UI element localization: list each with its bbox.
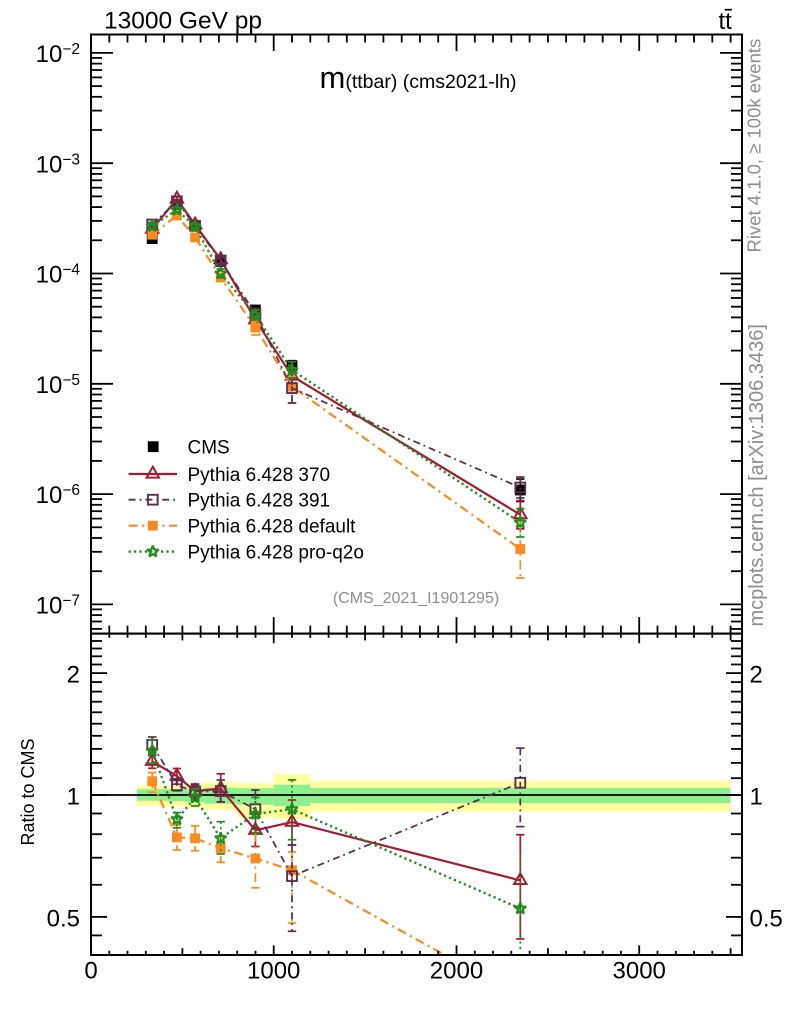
svg-text:2: 2 [67,662,80,689]
svg-text:Ratio to CMS: Ratio to CMS [18,738,38,845]
svg-text:3000: 3000 [613,958,666,985]
svg-text:Pythia 6.428 pro-q2o: Pythia 6.428 pro-q2o [188,542,364,563]
svg-text:CMS: CMS [188,438,230,459]
svg-text:(CMS_2021_I1901295): (CMS_2021_I1901295) [333,590,499,607]
svg-text:0.5: 0.5 [750,905,783,932]
svg-text:Pythia 6.428 370: Pythia 6.428 370 [188,465,331,486]
svg-text:1: 1 [750,784,763,811]
svg-text:0: 0 [84,958,97,985]
svg-text:Rivet 4.1.0, ≥ 100k events: Rivet 4.1.0, ≥ 100k events [744,39,765,253]
svg-text:Pythia 6.428 default: Pythia 6.428 default [188,517,357,538]
svg-text:10−7: 10−7 [36,593,80,620]
svg-text:2000: 2000 [430,958,483,985]
svg-text:tt: tt [719,8,733,35]
svg-text:1: 1 [67,784,80,811]
svg-text:mcplots.cern.ch [arXiv:1306.34: mcplots.cern.ch [arXiv:1306.3436] [746,324,768,626]
svg-text:2: 2 [750,662,763,689]
svg-text:1000: 1000 [247,958,300,985]
svg-text:Pythia 6.428 391: Pythia 6.428 391 [188,491,331,512]
svg-text:13000 GeV pp: 13000 GeV pp [104,7,262,34]
svg-text:0.5: 0.5 [47,905,80,932]
